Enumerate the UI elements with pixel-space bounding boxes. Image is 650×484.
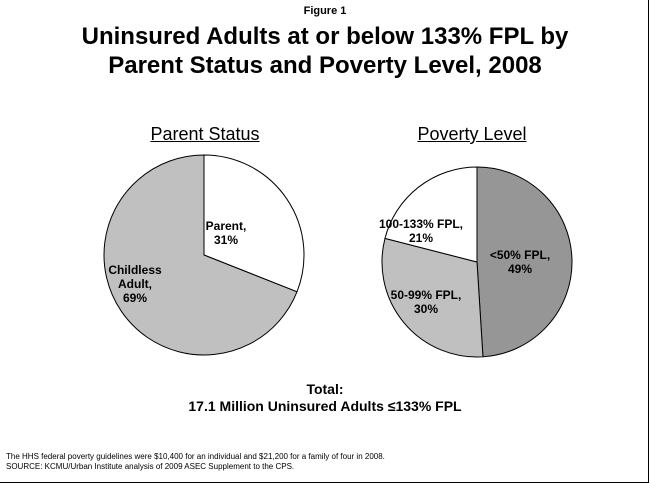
data-label: Adult, [118, 277, 152, 291]
total-line-2: 17.1 Million Uninsured Adults ≤133% FPL [188, 398, 462, 414]
data-label: 30% [414, 302, 438, 316]
parent-status-heading: Parent Status [150, 124, 260, 144]
pie-slice [103, 154, 298, 356]
figure-label: Figure 1 [303, 5, 347, 17]
data-label: <50% FPL, [490, 248, 550, 262]
data-label: Parent, [206, 219, 247, 233]
title-line-1: Uninsured Adults at or below 133% FPL by [81, 23, 569, 50]
pie-slice [203, 154, 305, 293]
total-label: Total: 17.1 Million Uninsured Adults ≤13… [0, 381, 650, 415]
pie-slice [384, 166, 478, 263]
pie-slice [476, 166, 573, 358]
title-line-2: Parent Status and Poverty Level, 2008 [108, 52, 542, 79]
data-label: 49% [508, 262, 532, 276]
data-label: Childless [108, 263, 162, 277]
total-line-1: Total: [306, 381, 344, 397]
source-note: SOURCE: KCMU/Urban Institute analysis of… [6, 462, 295, 471]
data-label: 21% [409, 231, 433, 245]
poverty-level-pie: <50% FPL,49% 50-99% FPL,30% 100-133% FPL,2… [379, 166, 573, 358]
footnotes: The HHS federal poverty guidelines were … [6, 452, 385, 472]
data-label: 100-133% FPL, [379, 217, 463, 231]
data-label: 69% [123, 291, 147, 305]
chart-title: Uninsured Adults at or below 133% FPL by… [20, 22, 630, 80]
poverty-level-heading: Poverty Level [417, 124, 527, 144]
pie-slice [381, 237, 484, 358]
data-label: 50-99% FPL, [391, 288, 462, 302]
poverty-guidelines-note: The HHS federal poverty guidelines were … [6, 452, 385, 461]
data-label: 31% [214, 233, 238, 247]
